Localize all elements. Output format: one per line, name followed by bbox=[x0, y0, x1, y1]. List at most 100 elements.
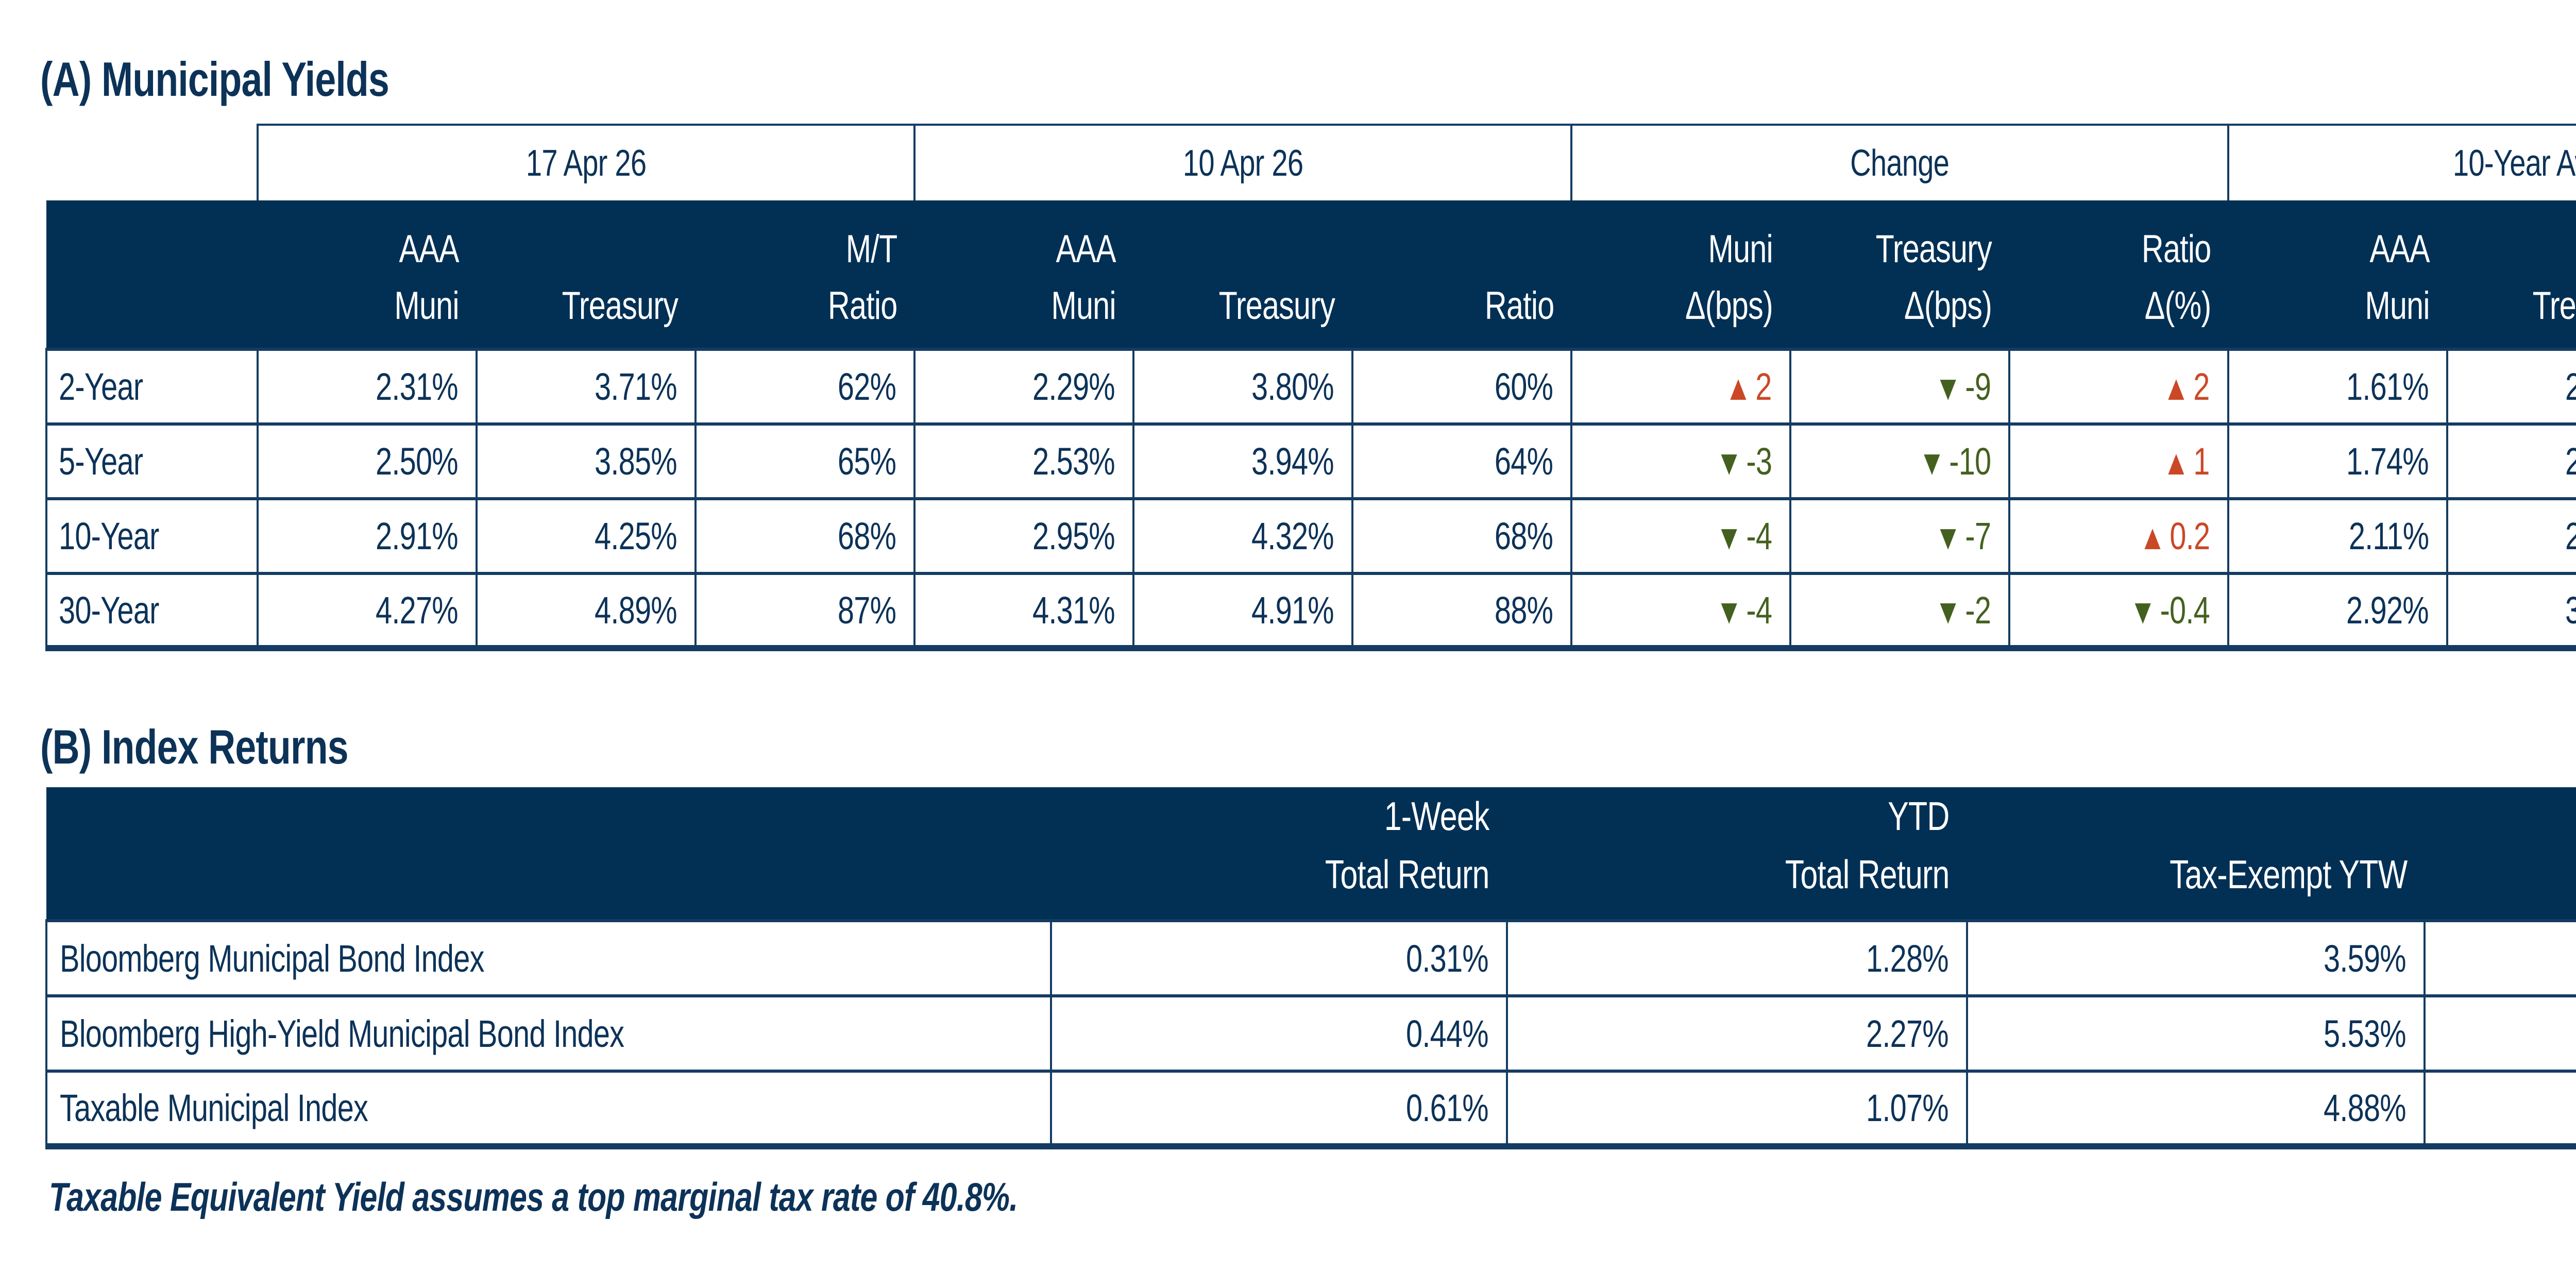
row-label: 2-Year bbox=[59, 365, 143, 408]
delta-cell: ▼ -2 bbox=[1789, 572, 2011, 651]
col-header-aaa-muni-avg: AAA Muni bbox=[2228, 200, 2448, 349]
row-label-cell: 30-Year bbox=[45, 572, 259, 651]
value: 2.31% bbox=[376, 365, 459, 408]
value: 88% bbox=[1494, 588, 1553, 632]
col-header-1week-return: 1-Week Total Return bbox=[1051, 787, 1507, 921]
value: 0.44% bbox=[1406, 1012, 1489, 1055]
value-cell: 2.29% bbox=[913, 348, 1135, 425]
delta: ▲ 2 bbox=[2163, 365, 2210, 409]
value: 2.27% bbox=[1866, 1012, 1949, 1055]
value: 60% bbox=[1494, 365, 1553, 408]
section-a-title: (A) Municipal Yields bbox=[40, 52, 487, 107]
delta-cell: ▼ -0.4 bbox=[2008, 572, 2230, 651]
value: 2.76% bbox=[2565, 514, 2576, 558]
col-header-label: AAA Muni bbox=[1051, 227, 1116, 328]
delta-value: -0.4 bbox=[2160, 588, 2210, 632]
col-header-label: Tax-Exempt YTW bbox=[2169, 852, 2408, 897]
value-cell: 64% bbox=[1351, 422, 1573, 500]
delta-cell: ▼ -4 bbox=[1570, 572, 1792, 651]
trend-triangle-icon: ▼ bbox=[2129, 591, 2157, 631]
delta: ▲ 2 bbox=[1725, 365, 1772, 409]
value-cell: 4.91% bbox=[1132, 572, 1354, 651]
value-cell: 87% bbox=[694, 572, 916, 651]
value: 2.53% bbox=[1032, 440, 1115, 483]
value: 4.31% bbox=[1032, 588, 1115, 632]
value: 5.53% bbox=[2324, 1012, 2406, 1055]
col-header-tax-exempt-ytw: Tax-Exempt YTW bbox=[1967, 787, 2425, 921]
delta: ▼ -3 bbox=[1716, 439, 1772, 483]
trend-triangle-icon: ▼ bbox=[1715, 591, 1743, 631]
value: 3.85% bbox=[595, 440, 677, 483]
delta: ▼ -7 bbox=[1935, 514, 1991, 558]
value: 3.80% bbox=[1251, 365, 1334, 408]
value-cell: 2.40% bbox=[2446, 348, 2576, 425]
value-cell: 2.50% bbox=[257, 422, 478, 500]
row-label-cell: Bloomberg High-Yield Municipal Bond Inde… bbox=[45, 994, 1052, 1073]
delta-value: 2 bbox=[2193, 365, 2210, 408]
delta-cell: ▲ 2 bbox=[2008, 348, 2230, 425]
group-header-label: Change bbox=[1850, 142, 1950, 184]
col-header-label: Ratio Δ(%) bbox=[2141, 227, 2211, 328]
col-header-label: Muni Δ(bps) bbox=[1685, 227, 1773, 328]
value: 1.28% bbox=[1866, 937, 1949, 980]
value-cell: 1.74% bbox=[2227, 422, 2449, 500]
col-header-label: Treasury bbox=[562, 283, 679, 328]
value: 2.29% bbox=[1032, 365, 1115, 408]
value: 2.91% bbox=[376, 515, 459, 557]
trend-triangle-icon: ▼ bbox=[1918, 443, 1945, 482]
value-cell: 4.32% bbox=[1132, 497, 1354, 574]
row-label: 10-Year bbox=[59, 515, 159, 557]
value: 3.71% bbox=[595, 365, 677, 408]
value-cell: 6.06% bbox=[2424, 919, 2576, 997]
trend-triangle-icon: ▼ bbox=[1934, 591, 1962, 631]
value: 1.74% bbox=[2346, 440, 2429, 483]
value: 2.50% bbox=[376, 440, 459, 483]
delta-value: 2 bbox=[1755, 365, 1772, 408]
delta: ▼ -0.4 bbox=[2129, 588, 2210, 632]
delta-value: -3 bbox=[1746, 440, 1772, 483]
row-label-cell: 5-Year bbox=[45, 422, 259, 500]
col-header-label: M/T Ratio bbox=[827, 227, 897, 328]
delta: ▼ -2 bbox=[1935, 588, 1991, 632]
value-cell: 3.59% bbox=[1966, 919, 2426, 997]
value-cell: 1.61% bbox=[2227, 348, 2449, 425]
col-header-treasury-avg: Treasury bbox=[2447, 200, 2576, 349]
col-header-label: Treasury bbox=[2532, 283, 2576, 328]
value: 4.88% bbox=[2324, 1087, 2406, 1130]
yield-row-5yr: 5-Year 2.50% 3.85% 65% 2.53% 3.94% 64% ▼… bbox=[45, 422, 2576, 500]
date-group-row: 17 Apr 26 10 Apr 26 Change 10-Year Avera… bbox=[46, 124, 2576, 200]
value-cell: 3.94% bbox=[1132, 422, 1354, 500]
value: 68% bbox=[837, 515, 896, 557]
col-header-label: Ratio bbox=[1484, 283, 1554, 328]
delta: ▼ -4 bbox=[1716, 588, 1772, 632]
trend-triangle-icon: ▲ bbox=[2163, 443, 2190, 482]
group-header-label: 10-Year Average bbox=[2452, 142, 2576, 184]
value-cell: 0.61% bbox=[1050, 1070, 1508, 1150]
delta-cell: ▲ 1 bbox=[2008, 422, 2230, 500]
value-cell: 2.76% bbox=[2446, 497, 2576, 574]
delta: ▲ 0.2 bbox=[2139, 514, 2210, 558]
value-cell: 5.53% bbox=[1966, 994, 2426, 1073]
row-label-cell: Bloomberg Municipal Bond Index bbox=[45, 919, 1052, 997]
trend-triangle-icon: ▲ bbox=[2163, 368, 2190, 408]
col-header-aaa-muni-prev: AAA Muni bbox=[914, 200, 1134, 349]
value-cell: 2.95% bbox=[913, 497, 1135, 574]
delta: ▼ -9 bbox=[1935, 365, 1991, 409]
value: 0.61% bbox=[1406, 1087, 1489, 1130]
value: 64% bbox=[1494, 440, 1553, 483]
value-cell: 9.33% bbox=[2424, 994, 2576, 1073]
value-cell: 4.88% bbox=[2424, 1070, 2576, 1150]
col-header-label: Treasury bbox=[1218, 283, 1335, 328]
group-header-cell-17apr: 17 Apr 26 bbox=[256, 124, 916, 200]
col-header-aaa-muni-cur: AAA Muni bbox=[258, 200, 477, 349]
group-header-cell-10yr-avg: 10-Year Average bbox=[2227, 124, 2576, 200]
value: 2.95% bbox=[1032, 515, 1115, 557]
value-cell: 88% bbox=[1351, 572, 1573, 651]
value: 4.25% bbox=[595, 515, 677, 557]
col-header-ytd-return: YTD Total Return bbox=[1507, 787, 1967, 921]
row-label-cell: Taxable Municipal Index bbox=[45, 1070, 1052, 1150]
col-header-treasury-delta: Treasury Δ(bps) bbox=[1790, 200, 2010, 349]
row-label-cell: 2-Year bbox=[45, 348, 259, 425]
value-cell: 68% bbox=[694, 497, 916, 574]
